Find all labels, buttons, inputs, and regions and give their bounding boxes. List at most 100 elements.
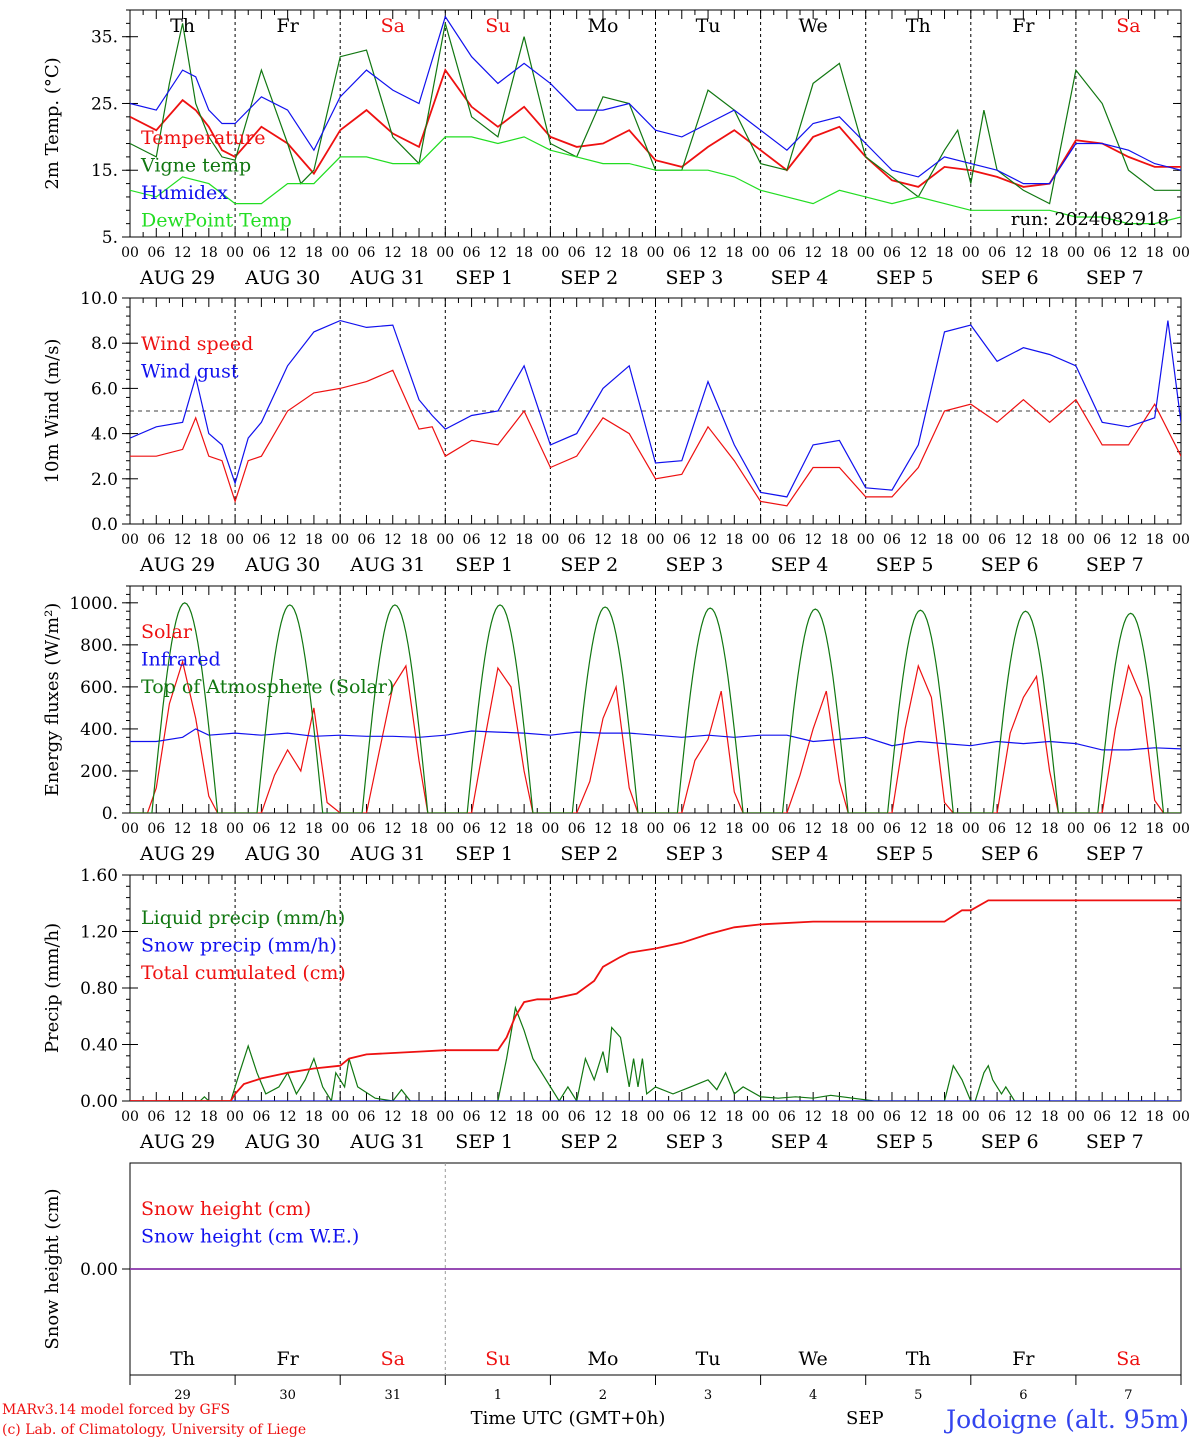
x-hour-label: 18	[831, 245, 849, 261]
x-hour-label: 12	[699, 1109, 717, 1125]
x-hour-label: 12	[174, 532, 192, 548]
weekday-label: Fr	[277, 1348, 300, 1370]
x-hour-label: 06	[1093, 532, 1111, 548]
x-date-label: AUG 30	[244, 554, 320, 576]
x-hour-label: 12	[1014, 532, 1032, 548]
x-hour-label: 06	[358, 821, 376, 837]
x-hour-label: 06	[778, 821, 796, 837]
x-date-label: SEP 5	[876, 843, 934, 865]
x-hour-label: 12	[594, 1109, 612, 1125]
x-date-label: SEP 4	[771, 1131, 829, 1153]
x-hour-label: 06	[463, 532, 481, 548]
x-hour-label: 00	[857, 1109, 875, 1125]
weekday-label: We	[799, 15, 828, 37]
x-date-label: AUG 29	[139, 1131, 215, 1153]
x-hour-label: 00	[962, 1109, 980, 1125]
x-hour-label: 00	[962, 821, 980, 837]
x-hour-label: 06	[568, 1109, 586, 1125]
x-hour-label: 12	[279, 821, 297, 837]
x-date-label: SEP 3	[666, 554, 724, 576]
x-date-label: SEP 4	[771, 843, 829, 865]
x-hour-label: 06	[147, 821, 165, 837]
y-axis-label: Snow height (cm)	[42, 1188, 63, 1349]
x-hour-label: 12	[384, 245, 402, 261]
x-hour-label: 12	[174, 821, 192, 837]
y-tick-label: 600.	[80, 678, 118, 698]
y-tick-label: 0.00	[80, 1260, 118, 1280]
y-tick-label: 5.	[102, 228, 118, 248]
weekday-label: We	[799, 1348, 828, 1370]
y-tick-label: 0.	[102, 804, 118, 824]
x-hour-label: 00	[121, 532, 139, 548]
x-hour-label: 12	[909, 1109, 927, 1125]
weekday-label: Fr	[1012, 1348, 1035, 1370]
series-line-wind-gust	[130, 319, 1181, 498]
x-hour-label: 06	[988, 532, 1006, 548]
legend-entry: Solar	[141, 621, 193, 643]
legend-entry: Liquid precip (mm/h)	[141, 907, 345, 929]
x-hour-label: 00	[857, 532, 875, 548]
credit-line-1: MARv3.14 model forced by GFS	[2, 1402, 230, 1418]
x-hour-label: 12	[489, 821, 507, 837]
x-date-label: SEP 1	[455, 554, 513, 576]
legend-entry: Wind gust	[141, 361, 239, 383]
x-hour-label: 12	[804, 532, 822, 548]
x-hour-label: 00	[1067, 821, 1085, 837]
x-hour-label: 00	[962, 532, 980, 548]
x-hour-label: 12	[1120, 532, 1138, 548]
x-date-label: AUG 29	[139, 267, 215, 289]
x-hour-label: 18	[1041, 532, 1059, 548]
x-hour-label: 12	[804, 245, 822, 261]
weekday-label: Su	[485, 1348, 510, 1370]
x-hour-label: 12	[279, 1109, 297, 1125]
legend-entry: DewPoint Temp	[141, 210, 292, 232]
x-hour-label: 00	[1067, 532, 1085, 548]
x-date-label: AUG 31	[349, 554, 425, 576]
x-hour-label: 00	[1067, 245, 1085, 261]
weekday-label: Mo	[587, 15, 618, 37]
weekday-label: Sa	[1116, 15, 1140, 37]
x-hour-label: 00	[541, 532, 559, 548]
y-tick-label: 4.0	[91, 425, 118, 445]
legend-entry: Total cumulated (cm)	[141, 962, 346, 984]
x-hour-label: 12	[1014, 245, 1032, 261]
y-tick-label: 15.	[91, 161, 118, 181]
legend-entry: Humidex	[141, 182, 228, 204]
series-line-liquid-precip-mm-h-	[130, 1005, 1181, 1101]
x-hour-label: 00	[1172, 1109, 1190, 1125]
x-hour-label: 12	[909, 245, 927, 261]
x-hour-label: 00	[857, 245, 875, 261]
series-line-temperature	[130, 68, 1181, 188]
x-date-label: SEP 6	[981, 1131, 1039, 1153]
x-hour-label: 00	[121, 821, 139, 837]
x-hour-label: 00	[1067, 1109, 1085, 1125]
x-hour-label: 00	[752, 245, 770, 261]
x-hour-label: 18	[936, 1109, 954, 1125]
x-hour-label: 00	[647, 1109, 665, 1125]
x-hour-label: 12	[804, 821, 822, 837]
x-date-label: SEP 7	[1086, 554, 1144, 576]
x-hour-label: 18	[1041, 1109, 1059, 1125]
x-hour-label: 12	[489, 245, 507, 261]
x-hour-label: 06	[673, 821, 691, 837]
x-hour-label: 00	[857, 821, 875, 837]
x-date-label: AUG 30	[244, 1131, 320, 1153]
x-hour-label: 12	[699, 532, 717, 548]
x-date-label: AUG 30	[244, 267, 320, 289]
y-axis-label: Precip (mm/h)	[42, 923, 63, 1053]
x-date-label: SEP 6	[981, 267, 1039, 289]
x-hour-label: 00	[541, 245, 559, 261]
x-date-label: SEP 6	[981, 554, 1039, 576]
x-hour-label: 12	[1120, 821, 1138, 837]
day-number-label: 1	[494, 1388, 502, 1403]
x-date-label: SEP 7	[1086, 1131, 1144, 1153]
x-hour-label: 18	[305, 245, 323, 261]
x-date-label: AUG 31	[349, 1131, 425, 1153]
x-hour-label: 06	[883, 245, 901, 261]
x-hour-label: 06	[147, 1109, 165, 1125]
x-hour-label: 06	[463, 821, 481, 837]
x-date-label: SEP 2	[560, 554, 618, 576]
x-hour-label: 12	[909, 532, 927, 548]
x-date-label: SEP 2	[560, 267, 618, 289]
x-hour-label: 18	[831, 821, 849, 837]
